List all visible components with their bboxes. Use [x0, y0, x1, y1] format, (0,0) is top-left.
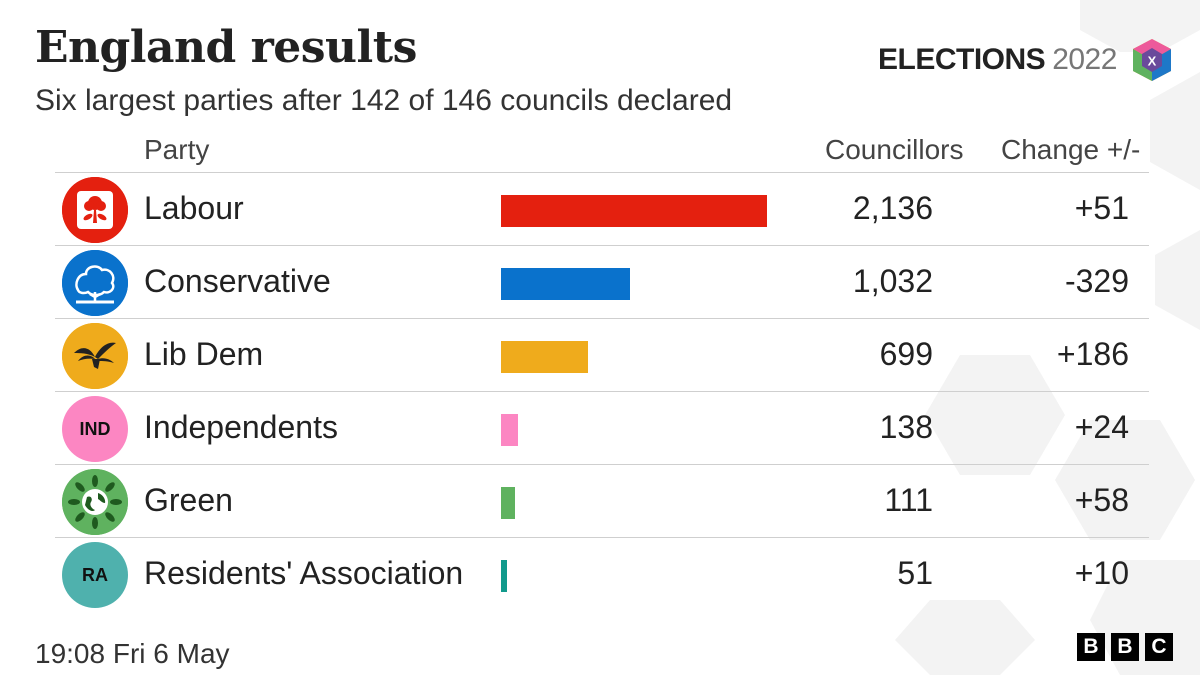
bird-icon — [62, 323, 128, 389]
change-value: +10 — [1074, 555, 1129, 591]
elections-cube-icon: X — [1132, 39, 1171, 81]
councillors-value: 1,032 — [852, 263, 933, 299]
page-subtitle: Six largest parties after 142 of 146 cou… — [35, 84, 733, 117]
results-table: Labour 2,136 +51 Conservative 1,032 -329 Lib D… — [55, 172, 1149, 610]
brand-year: 2022 — [1052, 43, 1117, 76]
bar-lib-dem — [501, 341, 588, 373]
bar-residents-association — [501, 560, 507, 592]
party-name: Conservative — [144, 263, 331, 299]
page-title: England results — [35, 22, 417, 73]
party-name: Residents' Association — [144, 555, 464, 591]
change-value: +51 — [1074, 190, 1129, 226]
tree-icon — [62, 250, 128, 316]
party-name: Green — [144, 482, 233, 518]
change-value: -329 — [1064, 263, 1129, 299]
party-name: Labour — [144, 190, 244, 226]
bbc-letter: B — [1077, 633, 1105, 661]
bar-conservative — [501, 268, 630, 300]
bbc-logo: B B C — [1077, 633, 1173, 661]
column-header-change: Change +/- — [1001, 134, 1141, 165]
party-logo-badge: IND — [62, 396, 128, 462]
column-header-party: Party — [144, 134, 210, 165]
bbc-letter: B — [1111, 633, 1139, 661]
change-value: +186 — [1056, 336, 1129, 372]
party-name: Lib Dem — [144, 336, 264, 372]
change-value: +58 — [1074, 482, 1129, 518]
table-row: IND Independents 138 +24 — [55, 391, 1149, 464]
brand-logo-letter: X — [1148, 54, 1157, 69]
bbc-letter: C — [1145, 633, 1173, 661]
column-header-councillors: Councillors — [825, 134, 964, 165]
table-row: Conservative 1,032 -329 — [55, 245, 1149, 318]
table-row: RA Residents' Association 51 +10 — [55, 537, 1149, 610]
rose-icon — [62, 177, 128, 243]
elections-brand: ELECTIONS 2022 X — [878, 39, 1175, 81]
change-value: +24 — [1074, 409, 1129, 445]
councillors-value: 138 — [879, 409, 933, 445]
bar-green — [501, 487, 515, 519]
bar-independents — [501, 414, 518, 446]
party-name: Independents — [144, 409, 338, 445]
brand-word: ELECTIONS — [878, 43, 1046, 76]
globe-leaves-icon — [62, 469, 128, 535]
timestamp: 19:08 Fri 6 May — [35, 638, 230, 669]
councillors-value: 51 — [897, 555, 933, 591]
table-row: Labour 2,136 +51 — [55, 172, 1149, 245]
bar-labour — [501, 195, 767, 227]
councillors-value: 2,136 — [852, 190, 933, 226]
party-logo-badge: RA — [62, 542, 128, 608]
councillors-value: 111 — [884, 482, 933, 518]
table-row: Green 111 +58 — [55, 464, 1149, 537]
table-row: Lib Dem 699 +186 — [55, 318, 1149, 391]
councillors-value: 699 — [879, 336, 933, 372]
